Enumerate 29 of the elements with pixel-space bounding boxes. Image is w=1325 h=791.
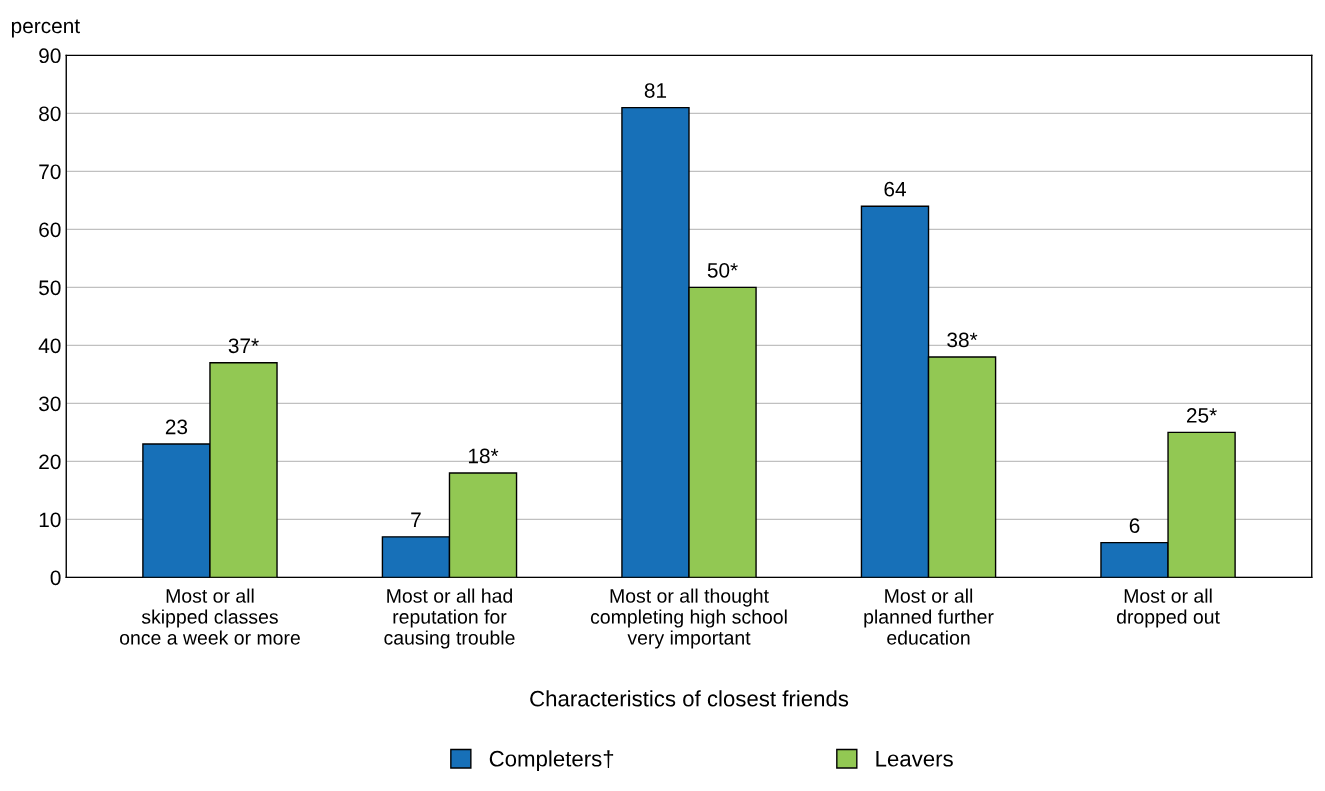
data-label: 7 [411, 512, 421, 527]
y-tick-label: 80 [39, 106, 61, 122]
y-tick-label: 0 [50, 570, 61, 586]
x-tick-label: Most or all dropped out [1116, 588, 1220, 628]
legend-label: Leavers [876, 751, 953, 767]
y-tick-label: 70 [39, 164, 61, 180]
x-tick-label: Most or all planned further education [864, 588, 994, 645]
y-tick-label: 50 [39, 280, 61, 296]
data-label: 23 [165, 419, 188, 435]
legend-label: Completers† [489, 750, 614, 771]
data-label: 18* [468, 448, 499, 464]
data-label: 81 [644, 83, 667, 98]
y-tick-label: 40 [38, 338, 61, 354]
y-axis-title: percent [11, 19, 80, 38]
x-tick-label: Most or all thought completing high school very important [590, 588, 787, 649]
data-label: 50* [707, 262, 738, 278]
x-axis-title: Characteristics of closest friends [530, 690, 849, 707]
y-tick-label: 60 [39, 222, 61, 238]
data-label: 6 [1129, 518, 1140, 533]
data-label: 37* [228, 338, 259, 354]
y-tick-label: 90 [39, 48, 61, 64]
y-tick-label: 30 [39, 396, 61, 412]
data-label: 25* [1186, 407, 1217, 423]
x-tick-label: Most or all skipped classes once a week or more [120, 588, 300, 645]
x-tick-label: Most or all had reputation for causing trouble [384, 588, 515, 649]
data-label: 64 [884, 181, 906, 197]
y-tick-label: 20 [39, 454, 61, 470]
data-label: 38* [947, 332, 978, 348]
y-tick-label: 10 [39, 512, 61, 528]
